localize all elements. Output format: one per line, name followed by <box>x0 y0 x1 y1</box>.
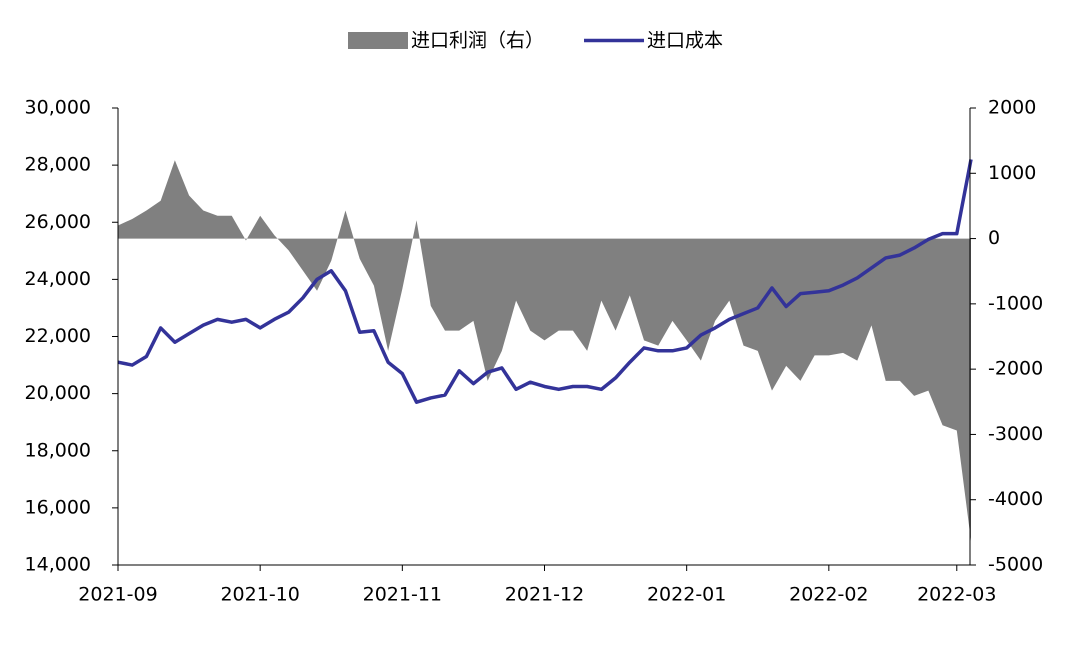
y2-tick-label: -3000 <box>988 423 1043 445</box>
y-tick-label: 14,000 <box>25 554 91 576</box>
area <box>118 160 971 541</box>
x-tick-label: 2021-10 <box>220 584 299 606</box>
y-tick-label: 30,000 <box>25 97 91 119</box>
legend-swatch <box>348 32 408 49</box>
y2-tick-label: -4000 <box>988 488 1043 510</box>
y2-tick-label: -5000 <box>988 554 1043 576</box>
y2-tick-label: -1000 <box>988 292 1043 314</box>
legend-label: 进口利润（右） <box>411 30 544 52</box>
y-tick-label: 26,000 <box>25 211 91 233</box>
y-tick-label: 22,000 <box>25 325 91 347</box>
legend-label: 进口成本 <box>647 30 723 52</box>
y2-tick-label: 1000 <box>988 162 1036 184</box>
x-tick-label: 2022-02 <box>789 584 868 606</box>
x-tick-label: 2022-01 <box>647 584 726 606</box>
x-tick-label: 2022-03 <box>917 584 996 606</box>
y-tick-label: 18,000 <box>25 439 91 461</box>
y-tick-label: 28,000 <box>25 154 91 176</box>
x-tick-label: 2021-12 <box>505 584 584 606</box>
y2-tick-label: 0 <box>988 227 1000 249</box>
y-tick-label: 24,000 <box>25 268 91 290</box>
x-tick-label: 2021-11 <box>363 584 442 606</box>
y-tick-label: 20,000 <box>25 382 91 404</box>
y2-tick-label: 2000 <box>988 97 1036 119</box>
y2-tick-label: -2000 <box>988 358 1043 380</box>
line <box>117 159 973 404</box>
x-tick-label: 2021-09 <box>78 584 157 606</box>
y-tick-label: 16,000 <box>25 496 91 518</box>
